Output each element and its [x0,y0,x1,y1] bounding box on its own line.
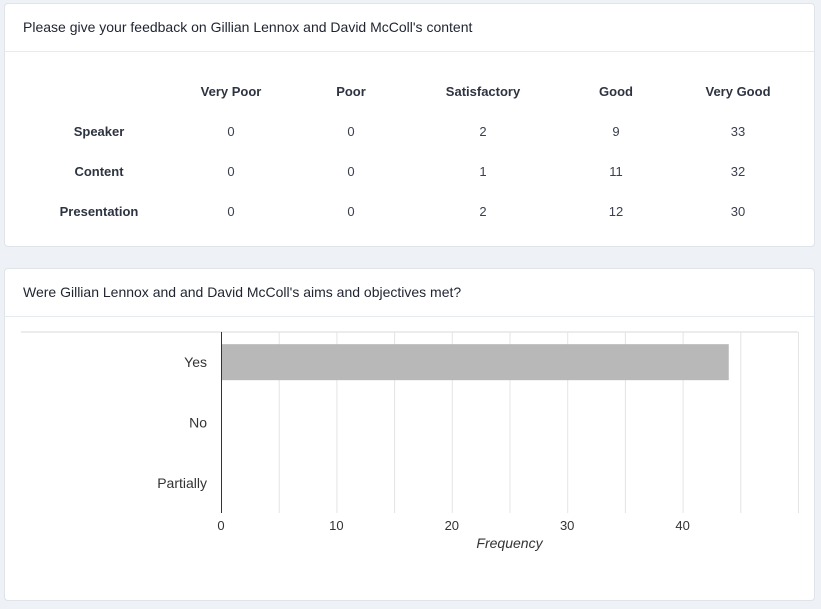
column-header-satisfactory: Satisfactory [445,84,521,99]
row-label-speaker: Speaker [73,124,125,139]
x-tick-label: 10 [329,518,343,533]
aims-card-title: Were Gillian Lennox and and David McColl… [23,284,462,300]
table-cell: 1 [479,164,487,179]
x-axis-title: Frequency [476,535,543,551]
feedback-card-title: Please give your feedback on Gillian Len… [23,19,473,35]
x-tick-label: 20 [445,518,459,533]
x-tick-label: 40 [675,518,689,533]
aims-card-header: Were Gillian Lennox and and David McColl… [5,269,814,317]
column-header-very-poor: Very Poor [200,84,262,99]
table-cell: 2 [479,204,487,219]
table-cell: 0 [227,204,235,219]
category-label-no: No [189,415,207,431]
table-cell: 9 [612,124,620,139]
table-cell: 0 [227,124,235,139]
x-tick-label: 30 [560,518,574,533]
table-cell: 0 [347,204,355,219]
table-cell: 0 [347,164,355,179]
column-header-good: Good [599,84,633,99]
bar-yes [221,344,729,381]
row-label-content: Content [74,164,124,179]
aims-bar-chart: Yes No Partially 0 10 20 30 40 Frequency [5,269,814,600]
feedback-card: Please give your feedback on Gillian Len… [4,3,815,247]
table-cell: 2 [479,124,487,139]
category-label-partially: Partially [157,475,207,491]
table-cell: 12 [608,204,624,219]
feedback-card-header: Please give your feedback on Gillian Len… [5,4,814,52]
table-cell: 32 [730,164,746,179]
row-label-presentation: Presentation [59,204,139,219]
chart-svg: Yes No Partially 0 10 20 30 40 Frequency [21,331,799,551]
table-cell: 0 [347,124,355,139]
column-header-very-good: Very Good [705,84,771,99]
column-header-poor: Poor [336,84,366,99]
table-cell: 11 [609,164,623,179]
aims-card: Were Gillian Lennox and and David McColl… [4,268,815,601]
x-tick-label: 0 [217,518,224,533]
table-cell: 0 [227,164,235,179]
category-label-yes: Yes [184,354,207,370]
table-cell: 33 [730,124,746,139]
table-cell: 30 [730,204,746,219]
